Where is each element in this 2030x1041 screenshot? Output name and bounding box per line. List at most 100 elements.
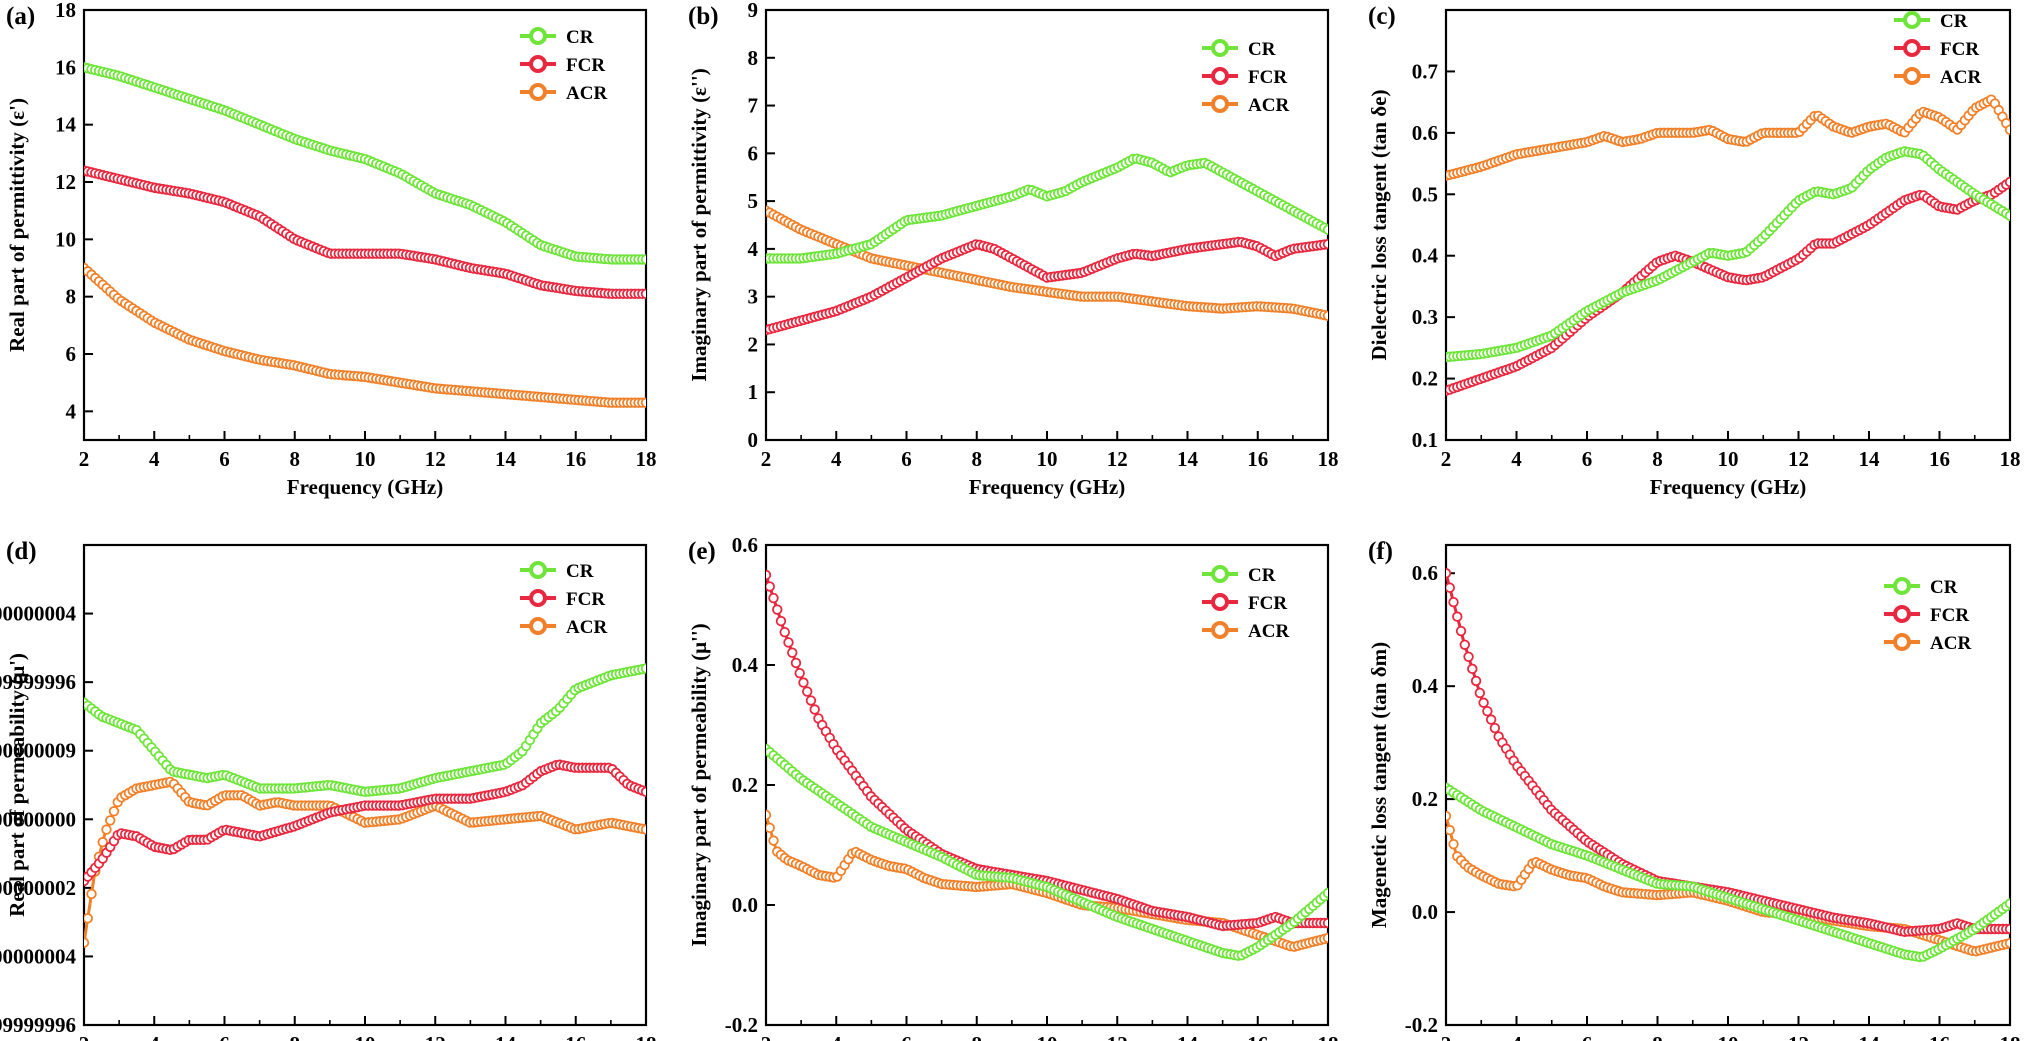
data-point	[108, 806, 120, 817]
y-tick-label: 4	[66, 399, 77, 423]
series-cr	[1446, 146, 2010, 363]
y-tick-label: 1	[748, 380, 759, 404]
x-tick-label: 12	[1788, 447, 1809, 471]
x-tick-label: 4	[149, 1032, 160, 1041]
data-point	[768, 592, 779, 604]
y-tick-label: 0.5	[1412, 182, 1438, 206]
y-tick-label: 6	[66, 342, 77, 366]
x-axis-title: Frequency (GHz)	[969, 475, 1126, 499]
data-point	[640, 824, 646, 835]
data-point	[766, 822, 775, 833]
data-point	[640, 288, 646, 299]
legend-item-acr: ACR	[1202, 621, 1289, 642]
data-point	[1322, 917, 1328, 929]
data-point	[805, 695, 817, 706]
x-tick-label: 10	[1718, 447, 1739, 471]
x-tick-label: 12	[425, 1032, 446, 1041]
legend-marker	[1211, 39, 1229, 57]
legend-marker	[1893, 577, 1911, 595]
legend-item-acr: ACR	[520, 617, 607, 638]
legend-item-cr: CR	[520, 27, 594, 48]
data-point	[768, 835, 779, 846]
data-point	[802, 686, 813, 697]
legend-marker	[1903, 39, 1921, 57]
y-tick-label: 0.2	[1412, 367, 1438, 391]
y-tick-label: 1.30000000000000004	[0, 602, 77, 626]
x-tick-label: 18	[2000, 1032, 2021, 1041]
x-tick-label: 2	[1441, 1032, 1452, 1041]
x-tick-label: 6	[901, 447, 912, 471]
x-tick-label: 16	[1929, 1032, 1950, 1041]
legend-item-cr: CR	[1202, 565, 1276, 586]
series-acr	[1446, 94, 2010, 182]
x-tick-label: 10	[1037, 1032, 1058, 1041]
data-point	[1455, 625, 1467, 637]
data-point	[2004, 176, 2010, 188]
x-tick-label: 16	[565, 447, 586, 471]
data-point	[775, 615, 787, 627]
data-point	[1485, 714, 1497, 725]
x-tick-label: 18	[1318, 447, 1339, 471]
legend-marker	[1893, 605, 1911, 623]
y-tick-label: 0.2	[1412, 787, 1438, 811]
series-line	[1446, 572, 2010, 934]
x-tick-label: 18	[636, 1032, 657, 1041]
panel-a: 2 4 6 8 10 12 14 16 184681012141618(a)Frequency …	[5, 0, 657, 499]
legend-marker	[1903, 11, 1921, 29]
panel-e: 24681012141618-0.20.00.20.40.6(e)Frequen…	[687, 533, 1339, 1041]
legend-item-fcr: FCR	[520, 589, 605, 610]
data-point	[1322, 887, 1328, 899]
legend-item-cr: CR	[1202, 39, 1276, 60]
x-tick-label: 4	[831, 447, 842, 471]
x-tick-label: 8	[290, 447, 301, 471]
data-point	[798, 677, 809, 688]
y-tick-label: 1.00000000000000000	[0, 807, 76, 831]
legend-item-fcr: FCR	[1202, 593, 1287, 614]
legend-label: CR	[1248, 39, 1276, 60]
x-tick-label: 8	[972, 1032, 983, 1041]
legend-item-fcr: FCR	[1894, 39, 1979, 60]
x-axis-title: Frequency (GHz)	[287, 475, 444, 499]
legend-marker	[1903, 67, 1921, 85]
legend-marker	[1211, 621, 1229, 639]
panel-c: 2 4 6 8 10 12 14 16 18 0.1 0.2 0.3 0.4 0.5 0.6 0.7 (c) Fr…	[1367, 3, 2021, 499]
x-tick-label: 14	[1177, 447, 1199, 471]
x-tick-label: 4	[1511, 447, 1522, 471]
legend-marker	[529, 561, 547, 579]
y-axis-title: Imaginary part of permittivity (ε'')	[687, 68, 711, 381]
y-tick-label: 0.6	[1412, 561, 1438, 585]
x-tick-label: 6	[219, 1032, 230, 1041]
legend-item-fcr: FCR	[520, 55, 605, 76]
x-tick-label: 6	[1582, 1032, 1593, 1041]
y-tick-label: 7	[748, 94, 759, 118]
x-tick-label: 14	[495, 447, 517, 471]
legend-label: CR	[566, 27, 594, 48]
x-tick-label: 10	[355, 1032, 376, 1041]
y-axis-title: Real part of permittivity (ε')	[5, 98, 29, 352]
y-tick-label: 2	[748, 332, 759, 356]
legend-label: FCR	[1248, 67, 1287, 88]
x-tick-label: 12	[1107, 1032, 1128, 1041]
data-point	[1448, 838, 1459, 850]
data-point	[1322, 224, 1328, 235]
data-point	[1470, 675, 1482, 687]
legend-label: CR	[566, 561, 594, 582]
series-fcr	[84, 759, 646, 887]
y-tick-label: 0.80000000000000004	[0, 944, 77, 968]
data-point	[640, 254, 646, 265]
data-point	[97, 836, 108, 848]
legend-marker	[529, 27, 547, 45]
y-tick-label: -0.2	[1405, 1013, 1438, 1037]
panel-label: (a)	[6, 3, 35, 30]
data-point	[1478, 697, 1489, 708]
legend-item-cr: CR	[520, 561, 594, 582]
data-point	[2004, 937, 2010, 949]
y-axis-title: Imaginary part of permeability (μ'')	[687, 623, 711, 946]
data-point	[787, 647, 798, 658]
legend-label: ACR	[1248, 621, 1289, 642]
legend-item-acr: ACR	[1202, 95, 1289, 116]
data-point	[2004, 124, 2010, 135]
x-tick-label: 18	[1318, 1032, 1339, 1041]
data-point	[2004, 923, 2010, 935]
